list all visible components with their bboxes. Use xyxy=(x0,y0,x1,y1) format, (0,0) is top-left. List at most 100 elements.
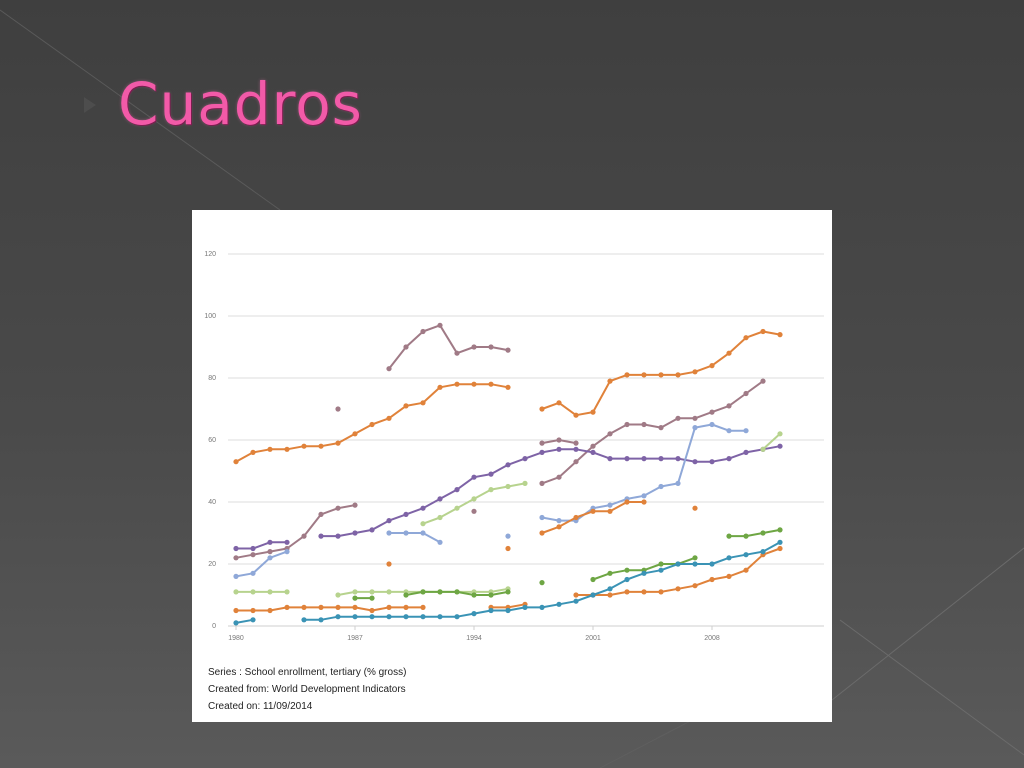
data-point xyxy=(335,604,341,610)
data-point xyxy=(488,607,494,614)
data-point xyxy=(624,372,630,378)
data-point xyxy=(454,505,460,511)
data-point xyxy=(369,614,375,620)
data-point xyxy=(658,456,664,462)
data-point xyxy=(420,521,426,527)
data-point xyxy=(539,480,545,486)
data-point xyxy=(233,620,239,626)
data-point xyxy=(437,384,443,390)
data-point xyxy=(607,586,613,592)
data-point xyxy=(505,384,511,390)
data-point xyxy=(760,530,766,536)
data-point xyxy=(556,400,562,406)
series-note: Series : School enrollment, tertiary (% … xyxy=(208,667,407,678)
data-point xyxy=(709,561,715,567)
data-point xyxy=(709,576,715,583)
data-point xyxy=(658,567,664,573)
data-point xyxy=(692,583,698,589)
data-point xyxy=(726,350,732,356)
series-layer xyxy=(233,322,783,626)
data-point xyxy=(692,459,698,465)
data-point xyxy=(641,499,647,505)
data-point xyxy=(539,406,545,412)
data-point xyxy=(420,604,426,610)
data-point xyxy=(522,604,528,610)
data-point xyxy=(658,561,664,567)
data-point xyxy=(505,533,511,539)
data-point xyxy=(488,381,494,387)
data-point xyxy=(233,545,239,552)
data-point xyxy=(743,390,749,397)
data-point xyxy=(590,449,596,455)
data-point xyxy=(607,502,613,508)
data-point xyxy=(369,421,375,428)
data-point xyxy=(539,440,545,446)
data-point xyxy=(386,589,392,595)
data-point xyxy=(386,530,392,536)
data-point xyxy=(624,499,630,505)
chart-notes: Series : School enrollment, tertiary (% … xyxy=(208,664,406,715)
series-line xyxy=(388,324,509,370)
data-point xyxy=(250,545,256,552)
data-point xyxy=(777,539,783,545)
series-line xyxy=(541,380,764,485)
data-point xyxy=(777,545,783,552)
data-point xyxy=(777,443,783,449)
data-point xyxy=(318,617,324,623)
data-point xyxy=(454,614,460,620)
data-point xyxy=(471,381,477,387)
data-point xyxy=(658,425,664,431)
data-point xyxy=(454,487,460,493)
data-point xyxy=(335,440,341,446)
data-point xyxy=(284,446,290,452)
data-point xyxy=(335,614,341,620)
data-point xyxy=(709,459,715,465)
data-point xyxy=(250,552,256,558)
data-point xyxy=(488,344,494,350)
data-point xyxy=(675,586,681,592)
data-point xyxy=(267,607,273,614)
data-point xyxy=(386,518,392,524)
data-point xyxy=(352,604,358,610)
data-point xyxy=(284,549,290,555)
x-tick-label: 2008 xyxy=(704,635,720,642)
data-point xyxy=(420,505,426,511)
data-point xyxy=(743,567,749,573)
data-point xyxy=(386,604,392,610)
data-point xyxy=(301,443,307,449)
data-point xyxy=(505,347,511,353)
data-point xyxy=(437,514,443,521)
data-point xyxy=(675,480,681,486)
data-point xyxy=(760,446,766,452)
data-point xyxy=(505,483,511,490)
data-point xyxy=(709,409,715,415)
series-line xyxy=(321,445,781,538)
data-point xyxy=(607,508,613,514)
data-point xyxy=(692,505,698,511)
data-point xyxy=(352,530,358,536)
data-point xyxy=(403,530,409,536)
data-point xyxy=(403,604,409,610)
chart-panel: 0 20 40 60 80 100 120 1980 1987 1994 2001 2008 Seri… xyxy=(192,210,832,722)
data-point xyxy=(488,487,494,493)
data-point xyxy=(437,322,443,328)
data-point xyxy=(301,604,307,610)
series-line xyxy=(729,528,781,538)
data-point xyxy=(471,508,477,514)
data-point xyxy=(607,570,613,576)
data-point xyxy=(692,555,698,561)
data-point xyxy=(420,400,426,406)
data-point xyxy=(437,539,443,545)
data-point xyxy=(556,446,562,452)
data-point xyxy=(760,328,766,335)
data-point xyxy=(454,381,460,387)
data-point xyxy=(726,555,732,561)
series-1 xyxy=(233,328,783,465)
data-point xyxy=(624,589,630,595)
gridlines xyxy=(228,253,824,630)
x-tick-label: 1987 xyxy=(347,635,363,642)
data-point xyxy=(420,530,426,536)
data-point xyxy=(556,437,562,443)
data-point xyxy=(573,598,579,604)
data-point xyxy=(369,589,375,595)
